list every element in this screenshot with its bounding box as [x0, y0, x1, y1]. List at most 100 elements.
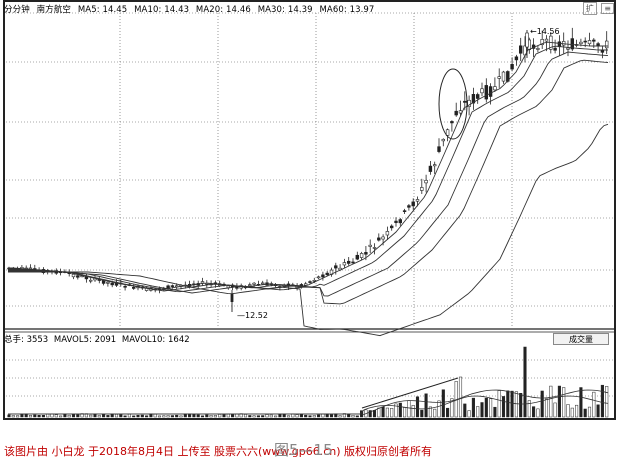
candle-body: [501, 71, 506, 82]
candle-body: [71, 273, 76, 278]
candle-body: [514, 56, 519, 61]
expand-button[interactable]: 扩: [582, 2, 597, 15]
low-candle-body: [230, 294, 234, 302]
volume-indicator-button[interactable]: 成交量: [553, 333, 609, 345]
period-label: 分分钟: [4, 5, 30, 15]
volume-ma-line-1: [8, 389, 609, 415]
candle-body: [252, 282, 256, 285]
volume-bar: [415, 396, 420, 418]
volume-bar: [411, 405, 415, 418]
volume-bar: [420, 409, 424, 418]
candle-body: [467, 99, 471, 107]
volume-bar: [605, 386, 609, 418]
volume-bar: [536, 408, 540, 418]
volume-bar: [123, 415, 127, 418]
volume-bar: [11, 415, 15, 418]
volume-bar: [467, 410, 471, 418]
low-price-label: —12.52: [237, 311, 268, 320]
volume-bar: [16, 415, 20, 418]
volume-bar: [136, 414, 140, 418]
candle-body: [484, 85, 488, 100]
volume-bar: [592, 391, 596, 418]
chart-frame: [3, 0, 616, 420]
volume-bar: [7, 414, 11, 418]
volume-bar: [544, 398, 549, 418]
ma5-value: MA5: 14.45: [77, 5, 128, 15]
volume-bar: [570, 407, 574, 418]
candle-body: [351, 261, 355, 264]
volume-bar: [407, 400, 411, 418]
candle-body: [381, 236, 385, 240]
volume-bar: [583, 408, 587, 418]
volume-bar: [41, 414, 45, 418]
volume-bar: [458, 376, 463, 418]
candle-body: [402, 210, 407, 212]
volume-bar: [213, 415, 217, 418]
volume-bar: [119, 414, 123, 418]
volume-header: 总手: 3553 MAVOL5: 2091 MAVOL10: 1642: [4, 333, 193, 345]
volume-trend-line: [361, 377, 459, 409]
volume-bar: [540, 390, 544, 418]
volume-bar: [209, 415, 213, 418]
volume-bar: [428, 406, 432, 418]
volume-bar: [441, 389, 445, 418]
volume-bar: [347, 413, 351, 418]
volume-bar: [497, 390, 501, 418]
volume-bar: [390, 408, 394, 418]
volume-bar: [398, 402, 402, 418]
volume-bar: [450, 398, 454, 418]
candle-body: [510, 64, 514, 70]
candle-body: [342, 262, 347, 266]
candle-body: [540, 39, 544, 45]
volume-bar: [37, 415, 41, 418]
candle-body: [600, 50, 605, 53]
candle-body: [398, 219, 402, 224]
candle-body: [346, 260, 351, 264]
candle-body: [76, 275, 80, 278]
volume-bar: [484, 397, 488, 418]
volume-bar: [63, 413, 67, 418]
volume-bar: [575, 404, 579, 418]
candle-body: [428, 165, 433, 172]
candle-body: [364, 252, 368, 255]
candle-body: [420, 187, 424, 191]
candle-body: [123, 285, 127, 288]
volume-bar: [493, 406, 497, 418]
volume-bar: [532, 406, 536, 418]
ma20-value: MA20: 14.46: [195, 5, 251, 15]
candle-body: [471, 94, 476, 104]
volume-bar: [579, 387, 583, 418]
volume-bar: [519, 393, 523, 418]
highlight-circle: [438, 68, 468, 140]
volume-bar: [59, 415, 63, 418]
candle-body: [536, 48, 540, 50]
candle-body: [437, 146, 441, 152]
ma60-value: MA60: 13.97: [319, 5, 375, 15]
volume-bar: [196, 414, 200, 418]
top-right-buttons: 扩 ≡: [581, 2, 614, 15]
volume-bar: [248, 415, 252, 418]
mavol5-value: MAVOL5: 2091: [53, 335, 117, 345]
volume-bar: [338, 415, 342, 418]
volume-bar: [527, 400, 531, 418]
candle-body: [321, 274, 325, 278]
ma-header: 分分钟 南方航空 MA5: 14.45 MA10: 14.43 MA20: 14…: [4, 3, 378, 15]
volume-bar: [33, 414, 37, 418]
volume-bar: [175, 414, 179, 418]
candle-body: [312, 279, 316, 282]
volume-bar: [553, 402, 557, 418]
volume-bar: [317, 414, 321, 418]
volume-bar: [299, 413, 303, 418]
menu-button[interactable]: ≡: [601, 3, 614, 14]
candle-body: [385, 231, 390, 236]
candle-body: [454, 110, 458, 116]
volume-bar: [587, 406, 592, 418]
stock-name: 南方航空: [36, 5, 72, 15]
volume-bar: [403, 407, 407, 418]
candle-body: [334, 265, 338, 269]
candle-body: [248, 284, 252, 286]
volume-bar: [501, 396, 506, 418]
candle-body: [377, 237, 381, 241]
volume-bar: [514, 391, 518, 418]
